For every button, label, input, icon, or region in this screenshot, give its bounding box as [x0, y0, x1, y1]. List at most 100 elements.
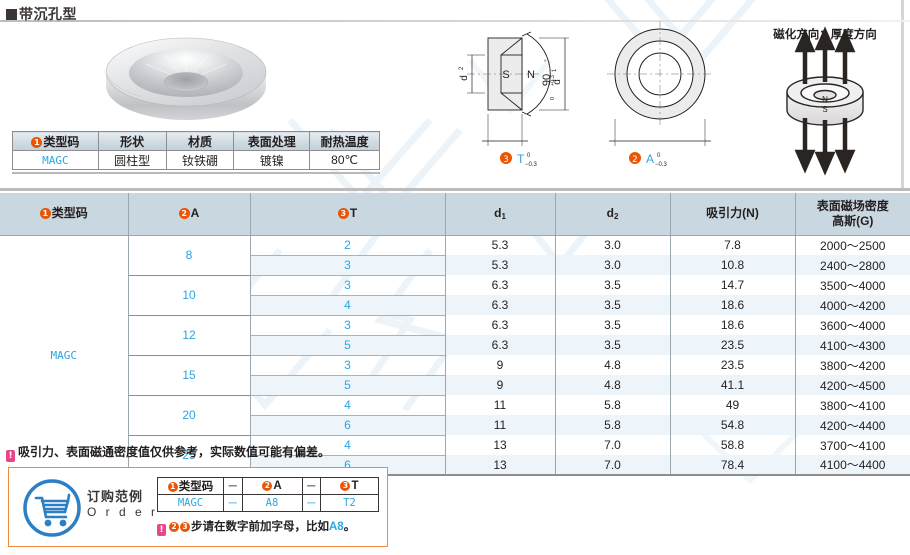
shopping-cart-icon — [23, 479, 81, 537]
col-header-subscript: 2 — [613, 211, 619, 221]
badge-2-icon: 2 — [262, 481, 273, 491]
col-header-gauss: 表面磁场密度 高斯(G) — [795, 193, 910, 236]
cell-force: 23.5 — [670, 335, 796, 355]
order-value-sep-2: － — [301, 494, 321, 512]
col-header-subscript: 1 — [501, 211, 506, 221]
col-header-force: 吸引力(N) — [670, 193, 796, 236]
spec-value-shape: 圆柱型 — [97, 150, 167, 170]
svg-text:+0.3: +0.3 — [550, 75, 556, 86]
cell-gauss: 4200～4400 — [795, 415, 910, 435]
cell-d1: 6.3 — [445, 295, 556, 315]
order-header-label: A — [273, 480, 282, 492]
svg-text:N: N — [822, 95, 828, 104]
cell-gauss: 2000～2500 — [820, 238, 886, 253]
spec-header-surface: 表面处理 — [233, 131, 311, 151]
spec-header-shape: 形状 — [97, 131, 167, 151]
spec-header-row: 1 类型码 形状 材质 表面处理 耐热温度 — [12, 131, 380, 151]
order-header-sep-2: － — [301, 477, 321, 495]
main-table-body: MAGC 8 2 5.3 3.0 7.8 2000～2500 3 5.3 3.0… — [0, 234, 910, 476]
cell-d1: 13 — [445, 435, 556, 455]
main-table-top-divider — [0, 188, 910, 191]
svg-text:1: 1 — [552, 68, 558, 72]
svg-text:S: S — [822, 105, 827, 114]
order-header-label: T — [351, 480, 359, 492]
order-value-type-code: MAGC — [157, 494, 224, 512]
cell-t-value: 3 — [250, 274, 446, 295]
table-row: 10 3 6.3 3.5 14.7 3500～4000 — [0, 274, 910, 315]
product-photo — [96, 18, 276, 126]
cell-force: 10.8 — [670, 255, 796, 275]
cell-t-value: 3 — [250, 314, 446, 335]
cell-gauss: 3700～4100 — [820, 438, 886, 453]
cell-a-value: 12 — [128, 314, 251, 355]
page-title: 带沉孔型 — [6, 4, 77, 24]
cell-t-value: 6 — [250, 414, 446, 435]
cell-t-value: 4 — [250, 294, 446, 315]
cell-gauss: 2400～2800 — [795, 255, 910, 275]
title-divider — [0, 20, 910, 22]
col-header-label: d — [494, 205, 502, 220]
cell-force: 18.6 — [670, 295, 796, 315]
spec-header-temperature: 耐热温度 — [309, 131, 380, 151]
col-header-type-code: 1 类型码 — [0, 193, 129, 236]
cell-d2: 7.0 — [555, 455, 671, 476]
order-note-text: 步请在数字前加字母，比如 — [191, 521, 329, 533]
cell-d2: 3.5 — [555, 295, 671, 315]
cell-force: 7.8 — [670, 235, 796, 255]
badge-3-icon: 3 — [340, 481, 351, 491]
spec-value-material: 钕铁硼 — [165, 150, 235, 170]
cell-a-value: 10 — [128, 274, 251, 315]
svg-text:2: 2 — [632, 155, 637, 165]
svg-text:°: ° — [544, 60, 547, 66]
cell-d1: 5.3 — [445, 235, 556, 255]
cell-d1: 6.3 — [445, 275, 556, 295]
cell-gauss: 4100～4400 — [795, 455, 910, 476]
exclamation-icon: ! — [6, 450, 15, 462]
spec-value-type-code: MAGC — [12, 150, 99, 170]
spec-header-type-code: 1 类型码 — [12, 131, 99, 151]
spec-table-underline — [12, 172, 380, 174]
disclaimer-note-text: 吸引力、表面磁通密度值仅供参考，实际数值可能有偏差。 — [18, 445, 331, 459]
badge-1-icon: 1 — [31, 136, 43, 148]
cell-d1: 5.3 — [445, 255, 556, 275]
cell-force: 18.6 — [670, 315, 796, 335]
order-value-a: A8 — [241, 494, 303, 512]
cell-gauss: 4200～4500 — [795, 375, 910, 395]
svg-text:d: d — [552, 79, 563, 85]
cell-d2: 5.8 — [555, 395, 671, 415]
cell-t-value: 4 — [250, 434, 446, 455]
svg-text:3: 3 — [503, 155, 508, 165]
order-header-type-code: 1 类型码 — [157, 477, 224, 495]
technical-drawings: S N 90 ° d 1 +0.3 0 d 2 3 T 0 −0.3 2 A 0… — [459, 21, 713, 168]
cell-d1: 9 — [445, 355, 556, 375]
col-header-d2: d2 — [555, 193, 671, 236]
cell-gauss: 4000～4200 — [795, 295, 910, 315]
cell-force: 78.4 — [670, 455, 796, 476]
cell-a-value: 15 — [128, 354, 251, 395]
col-header-d1: d1 — [445, 193, 556, 236]
cell-gauss: 3800～4200 — [820, 358, 886, 373]
specification-summary-table: 1 类型码 形状 材质 表面处理 耐热温度 MAGC 圆柱型 钕铁硼 镀镍 80℃ — [12, 131, 380, 170]
svg-text:S: S — [502, 69, 509, 81]
col-header-label: 表面磁场密度 — [816, 198, 889, 213]
cell-d2: 3.5 — [555, 275, 671, 295]
cell-t-value: 5 — [250, 374, 446, 395]
cell-t-value: 2 — [250, 235, 446, 255]
cell-d1: 11 — [445, 395, 556, 415]
svg-text:d: d — [459, 75, 470, 81]
page-title-text: 带沉孔型 — [19, 6, 77, 22]
cell-d2: 3.5 — [555, 335, 671, 355]
cell-force: 41.1 — [670, 375, 796, 395]
cell-force: 49 — [670, 395, 796, 415]
cell-d1: 6.3 — [445, 335, 556, 355]
svg-text:T: T — [517, 152, 525, 166]
countersunk-magnet-image — [105, 37, 267, 120]
order-header-label: 类型码 — [178, 481, 214, 493]
cell-d1: 13 — [445, 455, 556, 476]
cell-d1: 11 — [445, 415, 556, 435]
cell-force: 23.5 — [670, 355, 796, 375]
